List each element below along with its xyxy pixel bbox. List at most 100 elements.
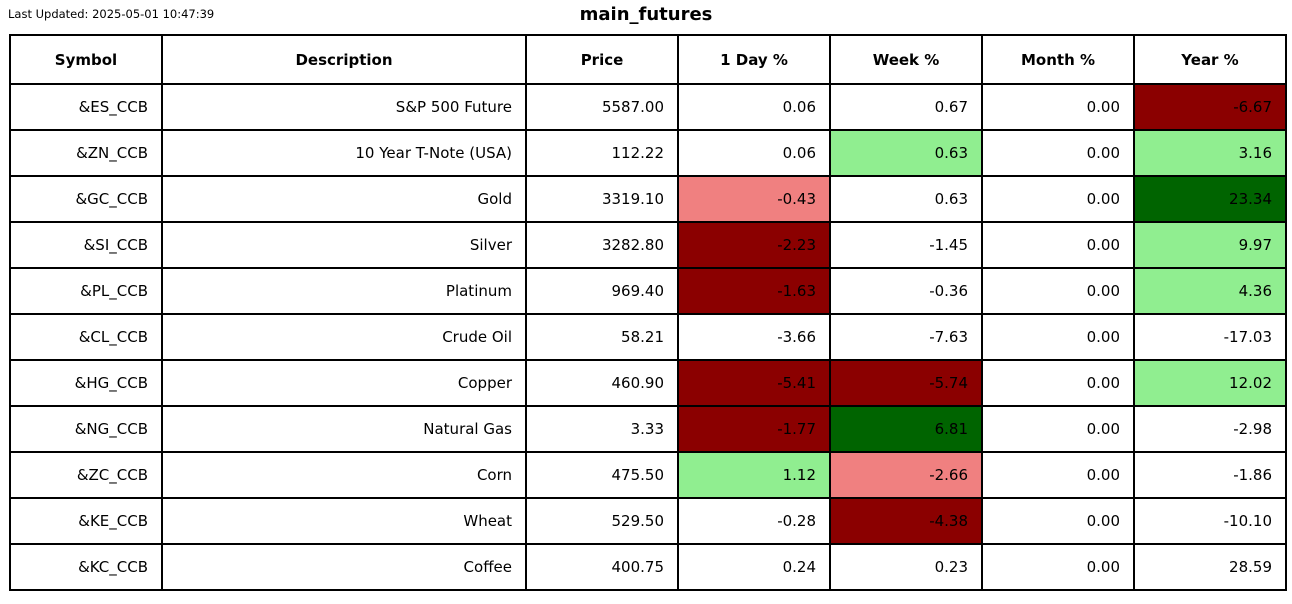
cell-year-pct: -1.86 — [1133, 451, 1287, 499]
cell-day-pct: 1.12 — [677, 451, 831, 499]
column-header-symbol: Symbol — [9, 34, 163, 85]
column-header-year-pct: Year % — [1133, 34, 1287, 85]
cell-price: 475.50 — [525, 451, 679, 499]
header-row: Symbol Description Price 1 Day % Week % … — [9, 34, 1287, 85]
cell-week-pct: -1.45 — [829, 221, 983, 269]
cell-month-pct: 0.00 — [981, 129, 1135, 177]
cell-description: Coffee — [161, 543, 527, 591]
cell-day-pct: -3.66 — [677, 313, 831, 361]
cell-year-pct: 12.02 — [1133, 359, 1287, 407]
cell-week-pct: -7.63 — [829, 313, 983, 361]
table-row: &ZN_CCB 10 Year T-Note (USA) 112.22 0.06… — [9, 129, 1287, 177]
cell-week-pct: 0.63 — [829, 129, 983, 177]
table-row: &ZC_CCB Corn 475.50 1.12 -2.66 0.00 -1.8… — [9, 451, 1287, 499]
cell-symbol: &CL_CCB — [9, 313, 163, 361]
cell-day-pct: 0.06 — [677, 129, 831, 177]
cell-symbol: &KE_CCB — [9, 497, 163, 545]
cell-year-pct: 28.59 — [1133, 543, 1287, 591]
futures-table: Symbol Description Price 1 Day % Week % … — [9, 34, 1287, 591]
cell-day-pct: 0.06 — [677, 83, 831, 131]
column-header-month-pct: Month % — [981, 34, 1135, 85]
cell-week-pct: -2.66 — [829, 451, 983, 499]
cell-day-pct: -2.23 — [677, 221, 831, 269]
cell-price: 58.21 — [525, 313, 679, 361]
cell-symbol: &ZC_CCB — [9, 451, 163, 499]
cell-symbol: &ES_CCB — [9, 83, 163, 131]
cell-symbol: &HG_CCB — [9, 359, 163, 407]
cell-year-pct: 23.34 — [1133, 175, 1287, 223]
cell-year-pct: -2.98 — [1133, 405, 1287, 453]
table-row: &KC_CCB Coffee 400.75 0.24 0.23 0.00 28.… — [9, 543, 1287, 591]
table-row: &HG_CCB Copper 460.90 -5.41 -5.74 0.00 1… — [9, 359, 1287, 407]
cell-description: S&P 500 Future — [161, 83, 527, 131]
cell-symbol: &KC_CCB — [9, 543, 163, 591]
table-row: &GC_CCB Gold 3319.10 -0.43 0.63 0.00 23.… — [9, 175, 1287, 223]
cell-week-pct: 0.23 — [829, 543, 983, 591]
cell-week-pct: -0.36 — [829, 267, 983, 315]
cell-description: 10 Year T-Note (USA) — [161, 129, 527, 177]
cell-month-pct: 0.00 — [981, 543, 1135, 591]
cell-price: 460.90 — [525, 359, 679, 407]
cell-day-pct: -1.77 — [677, 405, 831, 453]
cell-week-pct: 0.63 — [829, 175, 983, 223]
cell-month-pct: 0.00 — [981, 221, 1135, 269]
cell-month-pct: 0.00 — [981, 497, 1135, 545]
chart-title: main_futures — [579, 4, 713, 25]
column-header-week-pct: Week % — [829, 34, 983, 85]
column-header-day-pct: 1 Day % — [677, 34, 831, 85]
cell-month-pct: 0.00 — [981, 175, 1135, 223]
cell-price: 112.22 — [525, 129, 679, 177]
cell-year-pct: -6.67 — [1133, 83, 1287, 131]
cell-price: 529.50 — [525, 497, 679, 545]
cell-day-pct: -0.28 — [677, 497, 831, 545]
cell-year-pct: -17.03 — [1133, 313, 1287, 361]
cell-symbol: &NG_CCB — [9, 405, 163, 453]
cell-price: 969.40 — [525, 267, 679, 315]
table-row: &PL_CCB Platinum 969.40 -1.63 -0.36 0.00… — [9, 267, 1287, 315]
cell-month-pct: 0.00 — [981, 359, 1135, 407]
cell-week-pct: -4.38 — [829, 497, 983, 545]
cell-price: 5587.00 — [525, 83, 679, 131]
cell-day-pct: -5.41 — [677, 359, 831, 407]
cell-description: Crude Oil — [161, 313, 527, 361]
cell-description: Gold — [161, 175, 527, 223]
cell-month-pct: 0.00 — [981, 267, 1135, 315]
table-row: &KE_CCB Wheat 529.50 -0.28 -4.38 0.00 -1… — [9, 497, 1287, 545]
table-row: &SI_CCB Silver 3282.80 -2.23 -1.45 0.00 … — [9, 221, 1287, 269]
cell-month-pct: 0.00 — [981, 313, 1135, 361]
cell-symbol: &ZN_CCB — [9, 129, 163, 177]
cell-description: Corn — [161, 451, 527, 499]
cell-price: 400.75 — [525, 543, 679, 591]
cell-month-pct: 0.00 — [981, 83, 1135, 131]
last-updated-label: Last Updated: 2025-05-01 10:47:39 — [8, 7, 215, 21]
cell-year-pct: 9.97 — [1133, 221, 1287, 269]
cell-week-pct: 6.81 — [829, 405, 983, 453]
cell-description: Copper — [161, 359, 527, 407]
table-row: &CL_CCB Crude Oil 58.21 -3.66 -7.63 0.00… — [9, 313, 1287, 361]
cell-symbol: &SI_CCB — [9, 221, 163, 269]
cell-year-pct: 3.16 — [1133, 129, 1287, 177]
table-row: &NG_CCB Natural Gas 3.33 -1.77 6.81 0.00… — [9, 405, 1287, 453]
cell-price: 3319.10 — [525, 175, 679, 223]
cell-day-pct: -1.63 — [677, 267, 831, 315]
cell-symbol: &GC_CCB — [9, 175, 163, 223]
cell-year-pct: 4.36 — [1133, 267, 1287, 315]
cell-price: 3282.80 — [525, 221, 679, 269]
cell-year-pct: -10.10 — [1133, 497, 1287, 545]
column-header-description: Description — [161, 34, 527, 85]
cell-symbol: &PL_CCB — [9, 267, 163, 315]
cell-description: Wheat — [161, 497, 527, 545]
cell-description: Silver — [161, 221, 527, 269]
cell-day-pct: 0.24 — [677, 543, 831, 591]
cell-description: Platinum — [161, 267, 527, 315]
cell-week-pct: 0.67 — [829, 83, 983, 131]
cell-day-pct: -0.43 — [677, 175, 831, 223]
cell-month-pct: 0.00 — [981, 405, 1135, 453]
cell-description: Natural Gas — [161, 405, 527, 453]
cell-month-pct: 0.00 — [981, 451, 1135, 499]
cell-week-pct: -5.74 — [829, 359, 983, 407]
column-header-price: Price — [525, 34, 679, 85]
table-row: &ES_CCB S&P 500 Future 5587.00 0.06 0.67… — [9, 83, 1287, 131]
cell-price: 3.33 — [525, 405, 679, 453]
